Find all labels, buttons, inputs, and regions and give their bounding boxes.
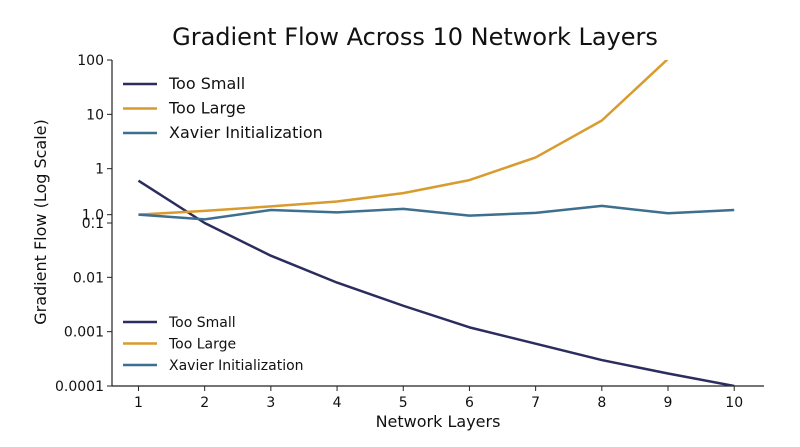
x-tick-label: 4 <box>333 395 342 411</box>
legend-label: Too Large <box>168 99 246 118</box>
legend-label: Too Small <box>168 315 236 331</box>
x-tick-label: 9 <box>664 395 673 411</box>
legend-label: Too Large <box>168 337 236 353</box>
x-tick-label: 3 <box>266 395 275 411</box>
series-line-3 <box>138 204 735 221</box>
x-tick-label: 1 <box>134 395 143 411</box>
legend-label: Xavier Initialization <box>169 123 323 142</box>
legend-top: Too Small Too Large Xavier Initialization <box>123 74 323 142</box>
series-line-2 <box>138 60 669 216</box>
legend-bottom: Too Small Too Large Xavier Initialization <box>123 315 304 374</box>
y-tick-label: 10 <box>86 107 104 123</box>
x-axis-label: Network Layers <box>376 412 501 431</box>
y-tick-label: 0.0001 <box>55 379 104 395</box>
y-axis-label: Gradient Flow (Log Scale) <box>31 119 50 325</box>
series-line-1 <box>137 179 735 386</box>
x-tick-label: 2 <box>200 395 209 411</box>
ticks: 1 2 3 4 5 6 7 8 9 10 100 10 1 0.1 0.01 0.001 0.0001 1.0 <box>55 53 743 411</box>
y-tick-label: 1 <box>95 162 104 178</box>
x-tick-label: 5 <box>399 395 408 411</box>
chart-title: Gradient Flow Across 10 Network Layers <box>172 23 658 51</box>
x-tick-label: 7 <box>531 395 540 411</box>
y-tick-label: 100 <box>77 53 104 69</box>
legend-label: Too Small <box>168 74 245 93</box>
y-tick-label-extra: 1.0 <box>82 208 104 224</box>
y-tick-label: 0.01 <box>73 270 104 286</box>
y-tick-label: 0.001 <box>64 325 104 341</box>
x-tick-label: 6 <box>465 395 474 411</box>
x-tick-label: 8 <box>597 395 606 411</box>
series-group <box>137 60 735 386</box>
x-tick-label: 10 <box>725 395 743 411</box>
y-tick-label: 0.1 <box>82 216 104 232</box>
legend-label: Xavier Initialization <box>169 358 304 374</box>
